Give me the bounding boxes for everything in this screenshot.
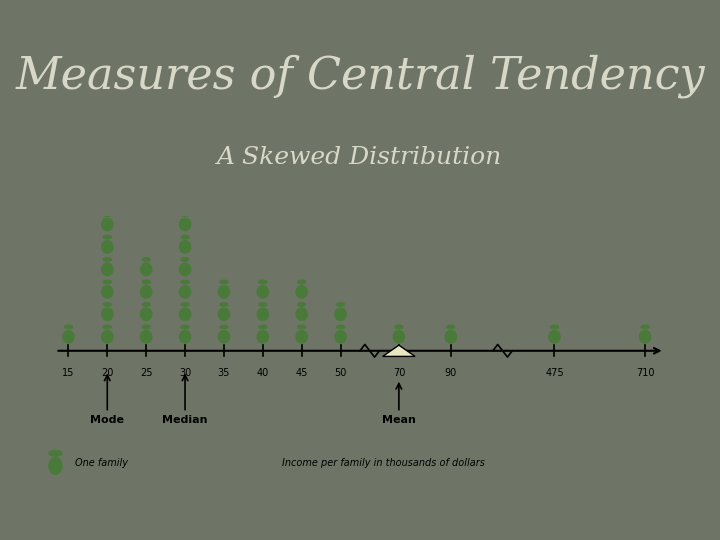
Circle shape bbox=[258, 303, 267, 306]
Circle shape bbox=[181, 280, 189, 284]
Ellipse shape bbox=[335, 308, 346, 320]
Ellipse shape bbox=[102, 286, 113, 298]
Ellipse shape bbox=[218, 308, 230, 320]
Circle shape bbox=[641, 325, 649, 329]
Text: Measures of Central Tendency: Measures of Central Tendency bbox=[15, 54, 705, 98]
Ellipse shape bbox=[140, 286, 152, 298]
Circle shape bbox=[297, 280, 306, 284]
Circle shape bbox=[181, 235, 189, 239]
Circle shape bbox=[336, 325, 345, 329]
Circle shape bbox=[446, 325, 455, 329]
Text: 25: 25 bbox=[140, 368, 153, 377]
Text: 15: 15 bbox=[62, 368, 75, 377]
Ellipse shape bbox=[257, 286, 269, 298]
Circle shape bbox=[103, 325, 112, 329]
Ellipse shape bbox=[179, 241, 191, 253]
Circle shape bbox=[220, 303, 228, 306]
Ellipse shape bbox=[102, 218, 113, 231]
Circle shape bbox=[258, 325, 267, 329]
Ellipse shape bbox=[179, 308, 191, 320]
Circle shape bbox=[181, 303, 189, 306]
Ellipse shape bbox=[102, 263, 113, 275]
Ellipse shape bbox=[179, 286, 191, 298]
Ellipse shape bbox=[179, 196, 191, 208]
Ellipse shape bbox=[63, 330, 74, 343]
Circle shape bbox=[64, 325, 73, 329]
Circle shape bbox=[395, 325, 403, 329]
Circle shape bbox=[142, 280, 150, 284]
Ellipse shape bbox=[639, 330, 651, 343]
Circle shape bbox=[103, 235, 112, 239]
Ellipse shape bbox=[140, 330, 152, 343]
Text: 20: 20 bbox=[101, 368, 114, 377]
Text: 475: 475 bbox=[545, 368, 564, 377]
Circle shape bbox=[550, 325, 559, 329]
Ellipse shape bbox=[393, 330, 405, 343]
Circle shape bbox=[103, 280, 112, 284]
Circle shape bbox=[220, 280, 228, 284]
Text: Median: Median bbox=[162, 415, 208, 426]
Circle shape bbox=[49, 450, 62, 456]
Circle shape bbox=[181, 325, 189, 329]
Ellipse shape bbox=[445, 330, 456, 343]
Text: Income per family in thousands of dollars: Income per family in thousands of dollar… bbox=[282, 458, 485, 468]
Text: A Skewed Distribution: A Skewed Distribution bbox=[217, 146, 503, 169]
Circle shape bbox=[181, 213, 189, 217]
Circle shape bbox=[142, 303, 150, 306]
Ellipse shape bbox=[49, 457, 62, 474]
Ellipse shape bbox=[140, 308, 152, 320]
Circle shape bbox=[181, 258, 189, 261]
Circle shape bbox=[142, 325, 150, 329]
Ellipse shape bbox=[257, 308, 269, 320]
Ellipse shape bbox=[296, 330, 307, 343]
Text: 45: 45 bbox=[295, 368, 308, 377]
Circle shape bbox=[297, 325, 306, 329]
Ellipse shape bbox=[549, 330, 560, 343]
Circle shape bbox=[103, 303, 112, 306]
Circle shape bbox=[258, 280, 267, 284]
Ellipse shape bbox=[218, 286, 230, 298]
Text: 710: 710 bbox=[636, 368, 654, 377]
Circle shape bbox=[181, 191, 189, 194]
Ellipse shape bbox=[102, 330, 113, 343]
Ellipse shape bbox=[179, 263, 191, 275]
Ellipse shape bbox=[257, 330, 269, 343]
Ellipse shape bbox=[179, 218, 191, 231]
Text: 50: 50 bbox=[334, 368, 347, 377]
Text: 40: 40 bbox=[256, 368, 269, 377]
Circle shape bbox=[142, 258, 150, 261]
Text: Mode: Mode bbox=[90, 415, 125, 426]
Text: 30: 30 bbox=[179, 368, 192, 377]
Circle shape bbox=[103, 213, 112, 217]
Ellipse shape bbox=[296, 286, 307, 298]
Ellipse shape bbox=[140, 263, 152, 275]
Ellipse shape bbox=[102, 308, 113, 320]
Circle shape bbox=[220, 325, 228, 329]
Text: Mean: Mean bbox=[382, 415, 416, 426]
Circle shape bbox=[297, 303, 306, 306]
Ellipse shape bbox=[102, 241, 113, 253]
Text: One family: One family bbox=[75, 458, 128, 468]
Ellipse shape bbox=[296, 308, 307, 320]
Text: 70: 70 bbox=[392, 368, 405, 377]
Text: 90: 90 bbox=[444, 368, 457, 377]
Ellipse shape bbox=[179, 330, 191, 343]
Polygon shape bbox=[383, 345, 415, 356]
Circle shape bbox=[103, 258, 112, 261]
Circle shape bbox=[336, 303, 345, 306]
Text: 35: 35 bbox=[217, 368, 230, 377]
Ellipse shape bbox=[218, 330, 230, 343]
Ellipse shape bbox=[335, 330, 346, 343]
